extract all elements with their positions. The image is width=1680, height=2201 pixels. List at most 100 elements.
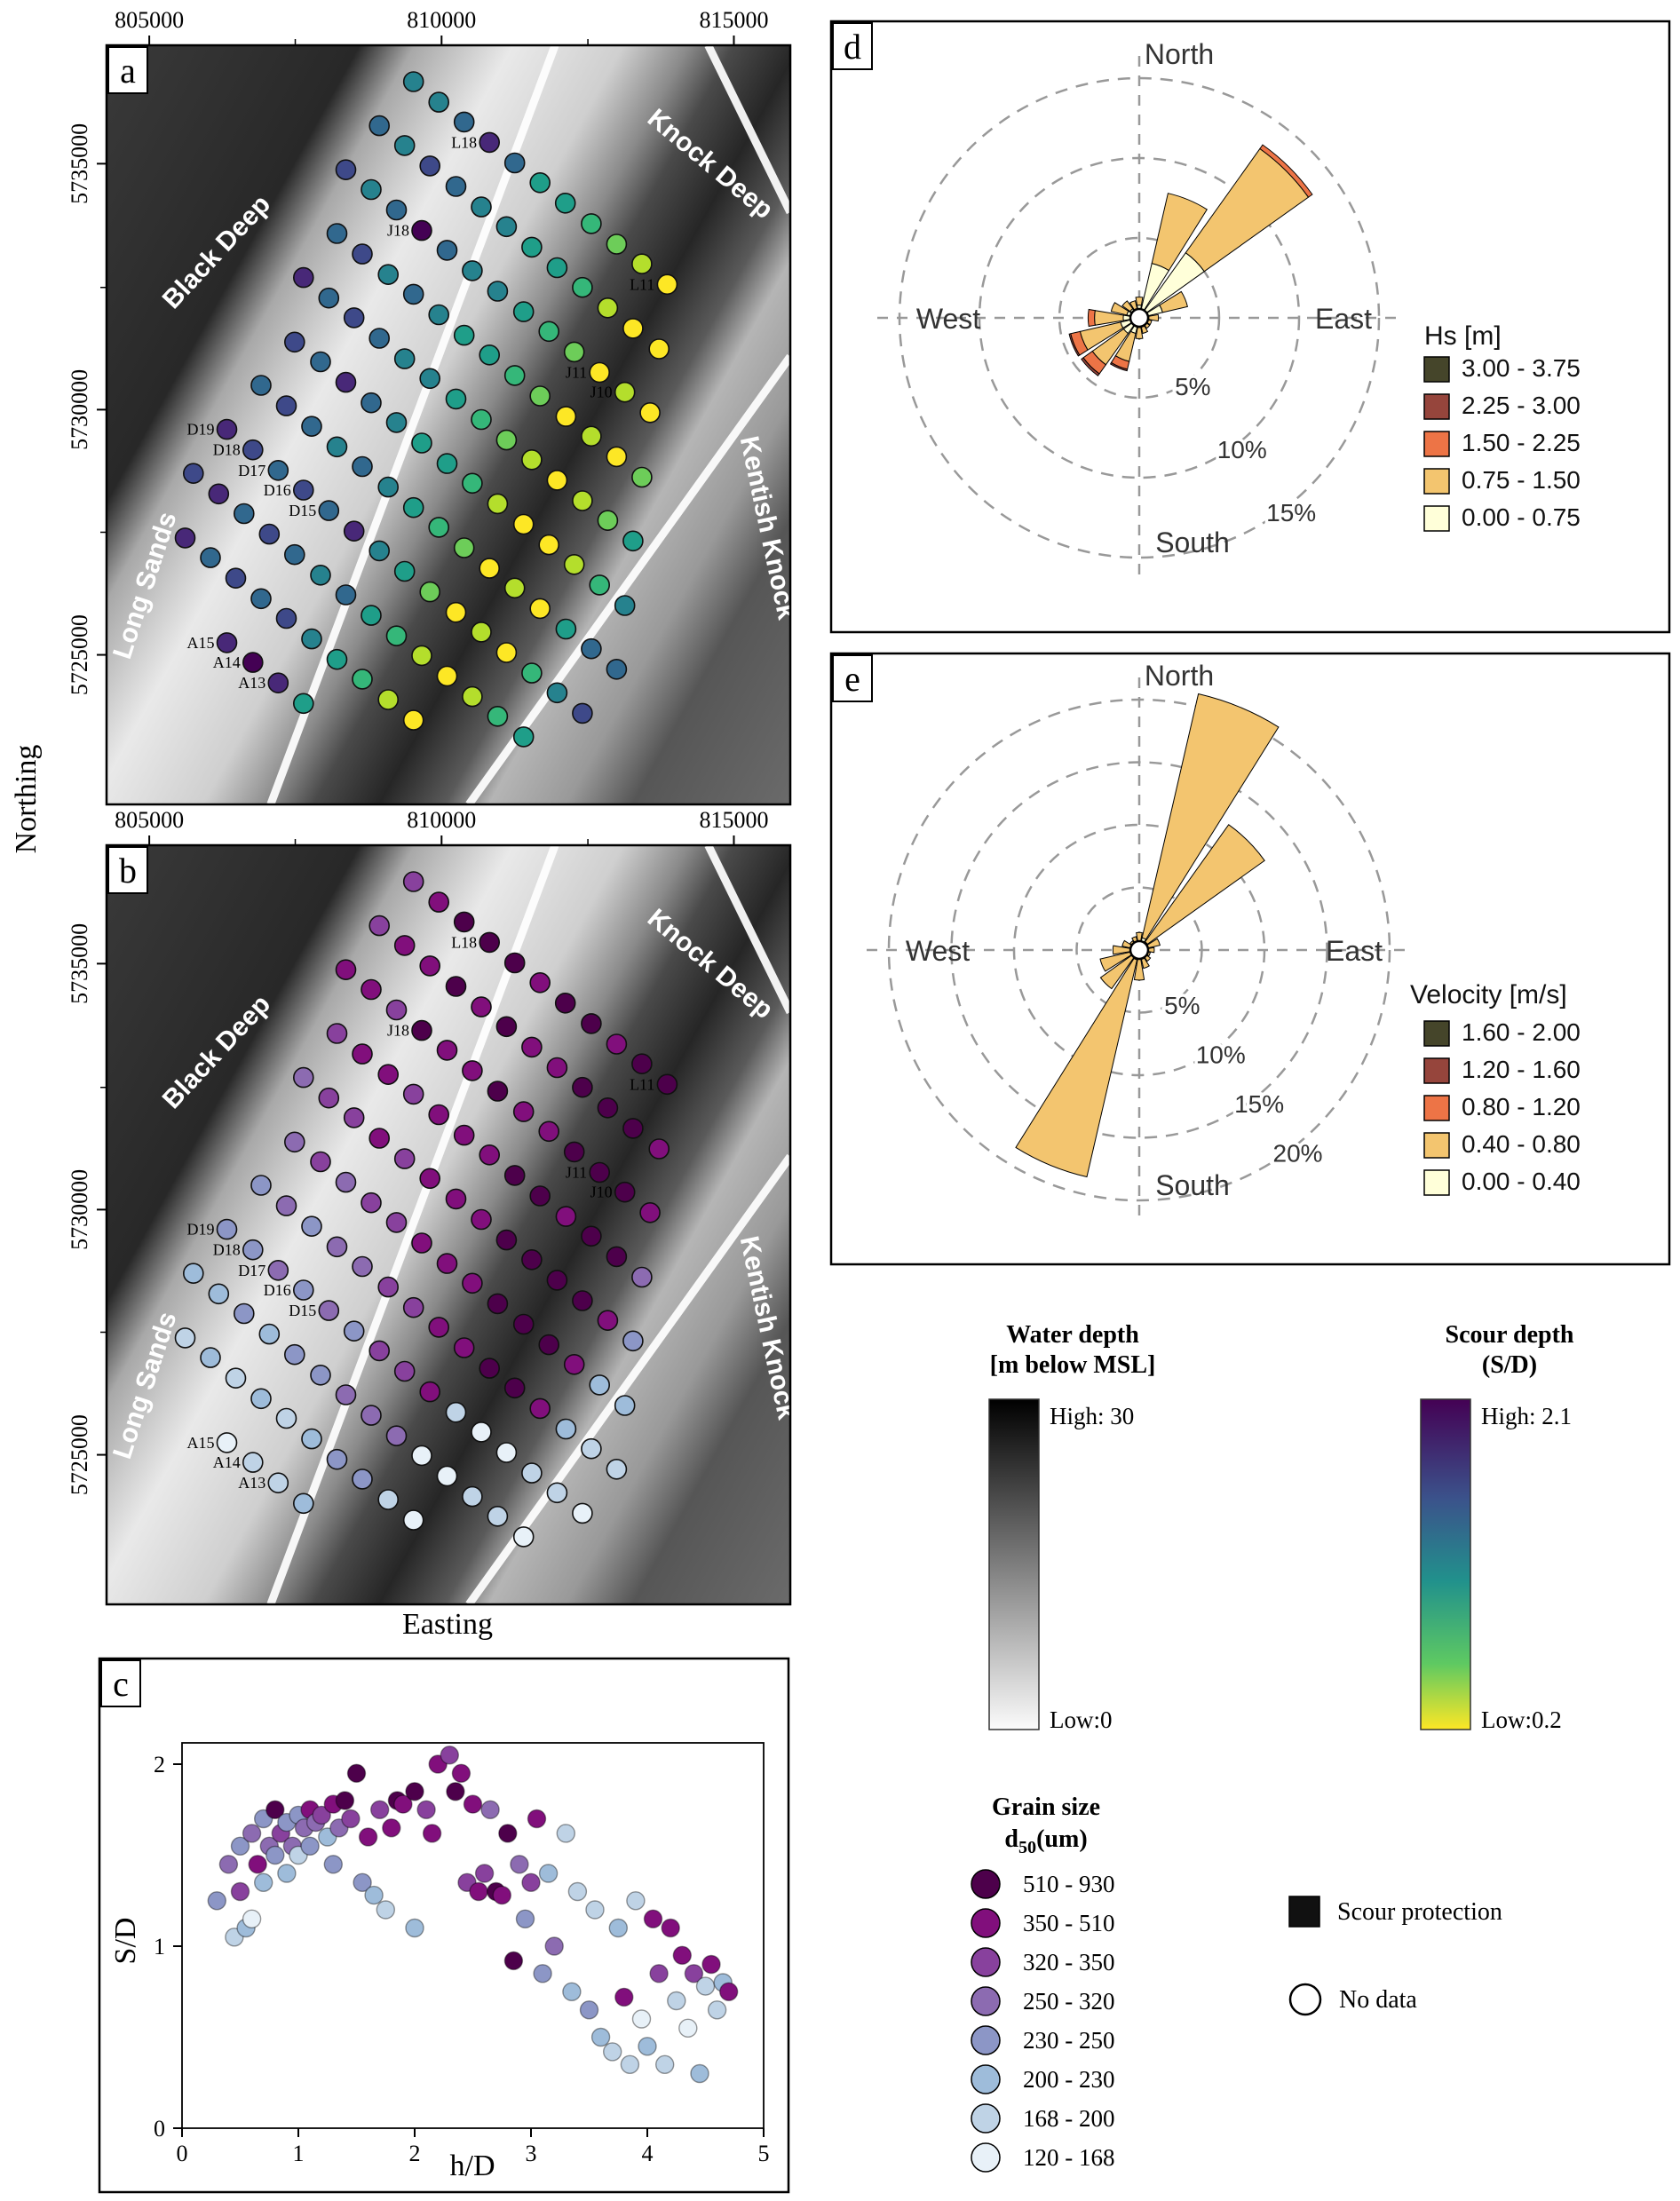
turbine-point bbox=[546, 257, 568, 279]
turbine-point bbox=[326, 648, 348, 670]
rose-ring bbox=[1012, 823, 1266, 1077]
easting-tick-label: 815000 bbox=[699, 807, 768, 833]
scatter-point bbox=[405, 1918, 424, 1938]
west-label: West bbox=[916, 303, 980, 335]
channel-boundary-line bbox=[266, 45, 559, 804]
turbine-point bbox=[361, 178, 382, 201]
turbine-point bbox=[310, 351, 331, 373]
scatter-point bbox=[579, 2000, 599, 2020]
rose-petal-segment bbox=[1259, 144, 1313, 198]
turbine-point bbox=[368, 1340, 391, 1362]
scour-depth-gradient-bar bbox=[1420, 1398, 1471, 1730]
turbine-point bbox=[563, 553, 585, 575]
turbine-point bbox=[335, 959, 357, 980]
turbine-point bbox=[479, 1144, 501, 1166]
turbine-point bbox=[538, 321, 560, 343]
turbine-point bbox=[361, 605, 382, 626]
legend-class-label: 0.00 - 0.75 bbox=[1462, 503, 1581, 531]
turbine-point bbox=[267, 1472, 289, 1494]
grain-size-label: 250 - 320 bbox=[1023, 1988, 1115, 2015]
scatter-point bbox=[277, 1864, 297, 1883]
scour-depth-title: Scour depth bbox=[1446, 1321, 1574, 1349]
turbine-point bbox=[538, 1334, 560, 1356]
turbine-point bbox=[554, 193, 576, 214]
scatter-point bbox=[364, 1885, 384, 1905]
turbine-id-label: A15 bbox=[187, 1434, 215, 1452]
turbine-point bbox=[589, 1161, 611, 1184]
turbine-point bbox=[183, 463, 204, 485]
turbine-id-label: D19 bbox=[187, 1221, 215, 1239]
turbine-point bbox=[581, 1225, 602, 1247]
grain-size-label: 320 - 350 bbox=[1023, 1949, 1115, 1975]
south-label: South bbox=[1155, 526, 1230, 558]
scatter-content: 0 1 2 3 4 5 0 1 2 bbox=[154, 1746, 770, 2166]
turbine-point bbox=[385, 1425, 408, 1447]
scatter-point bbox=[346, 1763, 367, 1784]
turbine-point bbox=[555, 406, 577, 427]
ring-percent-label: 10% bbox=[1196, 1041, 1246, 1068]
turbine-point bbox=[521, 1036, 543, 1058]
grain-size-label: 200 - 230 bbox=[1023, 2066, 1115, 2093]
turbine-point bbox=[453, 324, 475, 346]
turbine-point bbox=[428, 891, 450, 913]
legend-swatch bbox=[1423, 431, 1450, 457]
turbine-point bbox=[216, 1218, 238, 1240]
turbine-point bbox=[428, 91, 450, 113]
rose-petal-segment bbox=[1144, 824, 1265, 946]
velocity-legend-title: Velocity [m/s] bbox=[1410, 980, 1567, 1009]
rose-ring bbox=[1075, 886, 1203, 1014]
velocity-legend-items: 1.60 - 2.00 1.20 - 1.60 0.80 - 1.20 0.40 - … bbox=[1423, 1018, 1581, 1196]
grain-size-swatch bbox=[971, 2142, 1001, 2173]
turbine-point bbox=[318, 1087, 340, 1109]
channel-boundary-line bbox=[266, 845, 559, 1604]
turbine-point bbox=[250, 1175, 272, 1196]
turbine-point bbox=[529, 1397, 551, 1420]
turbine-point bbox=[479, 344, 501, 366]
turbine-point bbox=[284, 331, 305, 353]
rose-center bbox=[1129, 939, 1150, 961]
turbine-point bbox=[326, 1236, 348, 1258]
turbine-point bbox=[275, 395, 297, 416]
turbine-point bbox=[487, 1293, 509, 1315]
turbine-point bbox=[487, 1081, 509, 1102]
legend-swatch bbox=[1423, 1057, 1450, 1084]
turbine-point bbox=[284, 1343, 305, 1366]
scatter-point bbox=[667, 1991, 686, 2011]
turbine-point bbox=[200, 547, 221, 568]
scatter-point bbox=[376, 1900, 395, 1920]
turbine-point bbox=[572, 702, 593, 724]
turbine-point bbox=[503, 1377, 526, 1399]
scatter-point bbox=[312, 1805, 331, 1825]
turbine-point bbox=[242, 439, 264, 461]
easting-tick-label: 805000 bbox=[115, 807, 184, 833]
turbine-point bbox=[267, 672, 289, 694]
turbine-point bbox=[250, 375, 272, 396]
scatter-point bbox=[638, 2037, 657, 2056]
scatter-point bbox=[341, 1809, 361, 1829]
turbine-point bbox=[572, 1076, 593, 1098]
turbine-point bbox=[318, 287, 340, 309]
scatter-point bbox=[242, 1824, 262, 1843]
turbine-point bbox=[521, 448, 543, 471]
turbine-point bbox=[301, 416, 322, 438]
turbine-point bbox=[377, 1064, 400, 1086]
turbine-point bbox=[487, 1505, 509, 1527]
scatter-point bbox=[510, 1855, 529, 1874]
scour-protection-label: Scour protection bbox=[1337, 1898, 1502, 1926]
turbine-point bbox=[487, 493, 509, 515]
turbine-point bbox=[352, 669, 373, 690]
turbine-point bbox=[393, 935, 416, 956]
turbine-point bbox=[614, 1181, 636, 1203]
turbine-point bbox=[352, 1043, 373, 1065]
turbine-point bbox=[419, 1381, 441, 1403]
scour-depth-high: High: 2.1 bbox=[1481, 1403, 1572, 1429]
turbine-point bbox=[656, 1073, 678, 1096]
panel-a-letter-box bbox=[107, 46, 148, 94]
scatter-point bbox=[358, 1827, 378, 1847]
turbine-id-label: A14 bbox=[213, 1453, 241, 1471]
scatter-point bbox=[544, 1936, 564, 1956]
panel-d-letter: d bbox=[844, 27, 861, 67]
turbine-point bbox=[563, 1353, 585, 1375]
turbine-point bbox=[529, 972, 551, 994]
